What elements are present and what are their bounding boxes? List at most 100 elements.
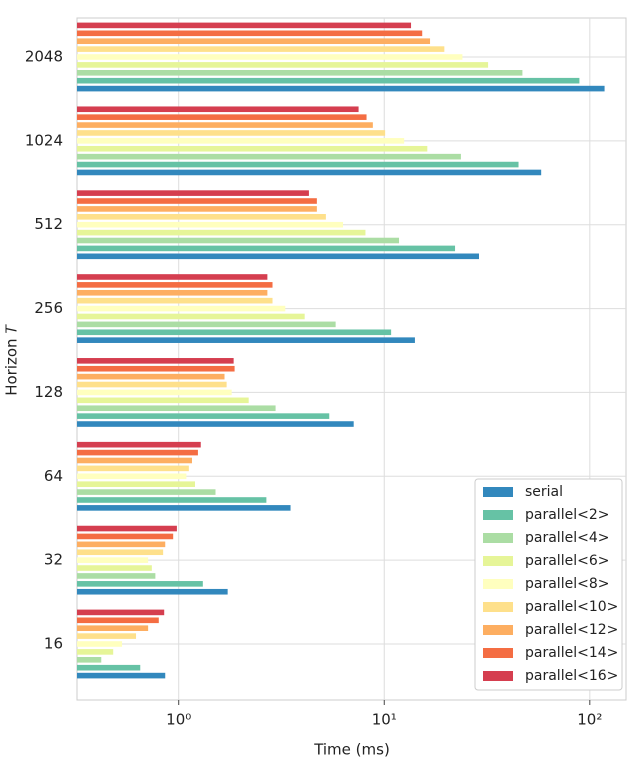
bar	[77, 253, 479, 260]
bar	[77, 373, 225, 380]
bar	[77, 505, 291, 511]
bar	[77, 321, 336, 328]
legend-label: parallel<8>	[525, 576, 609, 592]
bar	[77, 573, 156, 579]
bar	[77, 481, 195, 487]
bar	[77, 525, 177, 532]
bar	[77, 289, 268, 296]
legend-swatch	[483, 648, 513, 658]
bar	[77, 557, 149, 563]
legend-swatch	[483, 602, 513, 612]
legend-label: serial	[525, 484, 563, 500]
bar	[77, 641, 123, 647]
bar	[77, 22, 412, 29]
bar	[77, 389, 232, 396]
x-tick-label: 10²	[577, 711, 602, 729]
legend-label: parallel<6>	[525, 553, 609, 569]
legend-label: parallel<12>	[525, 622, 618, 638]
bar	[77, 405, 276, 412]
legend-label: parallel<16>	[525, 668, 618, 684]
bar	[77, 609, 165, 616]
bar	[77, 441, 201, 448]
bar	[77, 77, 580, 84]
bar	[77, 588, 228, 595]
bar	[77, 413, 330, 419]
bar	[77, 70, 523, 76]
bar	[77, 153, 461, 160]
y-tick-label: 128	[34, 383, 63, 401]
bar	[77, 297, 273, 304]
bar	[77, 633, 137, 639]
y-tick-label: 16	[44, 635, 63, 653]
bar	[77, 214, 326, 220]
legend-swatch	[483, 533, 513, 543]
y-tick-label: 1024	[25, 131, 63, 149]
bar	[77, 85, 605, 92]
bar	[77, 381, 227, 388]
bar	[77, 106, 359, 113]
bar	[77, 190, 309, 196]
bar	[77, 313, 305, 320]
y-tick-label: 32	[44, 551, 63, 569]
bar	[77, 365, 235, 372]
bar	[77, 649, 114, 655]
bar	[77, 169, 542, 176]
bar	[77, 145, 428, 152]
legend-label: parallel<14>	[525, 645, 618, 661]
bar	[77, 358, 234, 364]
bar	[77, 161, 519, 168]
x-axis-label: Time (ms)	[313, 741, 390, 759]
bar	[77, 245, 456, 252]
legend-label: parallel<4>	[525, 530, 609, 546]
bar	[77, 473, 187, 480]
bar	[77, 198, 317, 204]
legend: serial parallel<2> parallel<4> parallel<6> p…	[474, 478, 623, 691]
bar	[77, 565, 152, 571]
bar	[77, 221, 344, 228]
legend-swatch	[483, 487, 513, 497]
bar	[77, 657, 102, 663]
y-tick-label: 256	[34, 299, 63, 317]
bar	[77, 541, 166, 548]
bar	[77, 497, 267, 503]
bar	[77, 122, 373, 128]
bar	[77, 397, 249, 404]
x-tick-label: 10¹	[372, 711, 397, 729]
bar	[77, 664, 141, 671]
y-tick-label: 64	[44, 467, 63, 485]
bar	[77, 237, 400, 244]
bar	[77, 449, 198, 456]
x-tick-label: 10⁰	[166, 711, 191, 729]
bar	[77, 625, 149, 631]
legend-label: parallel<10>	[525, 599, 618, 615]
bar	[77, 672, 166, 679]
bar	[77, 38, 431, 44]
bar	[77, 533, 174, 540]
bar	[77, 30, 423, 37]
legend-swatch	[483, 556, 513, 566]
bar	[77, 581, 203, 587]
bar	[77, 457, 192, 464]
legend-swatch	[483, 671, 513, 681]
bar	[77, 282, 273, 288]
legend-swatch	[483, 579, 513, 589]
bar	[77, 62, 489, 68]
bar	[77, 274, 268, 280]
bar	[77, 114, 367, 120]
legend-swatch	[483, 510, 513, 520]
y-tick-label: 2048	[25, 48, 63, 66]
legend-swatch	[483, 625, 513, 635]
bar	[77, 421, 354, 427]
bar	[77, 130, 386, 136]
bar	[77, 549, 164, 556]
bar	[77, 46, 445, 52]
bar	[77, 206, 317, 212]
y-tick-label: 512	[34, 215, 63, 233]
legend-box	[474, 478, 623, 691]
bar	[77, 229, 366, 236]
bar	[77, 465, 189, 472]
legend-label: parallel<2>	[525, 507, 609, 523]
y-axis-label: Horizon 𝑇	[3, 324, 21, 396]
bar	[77, 617, 159, 624]
